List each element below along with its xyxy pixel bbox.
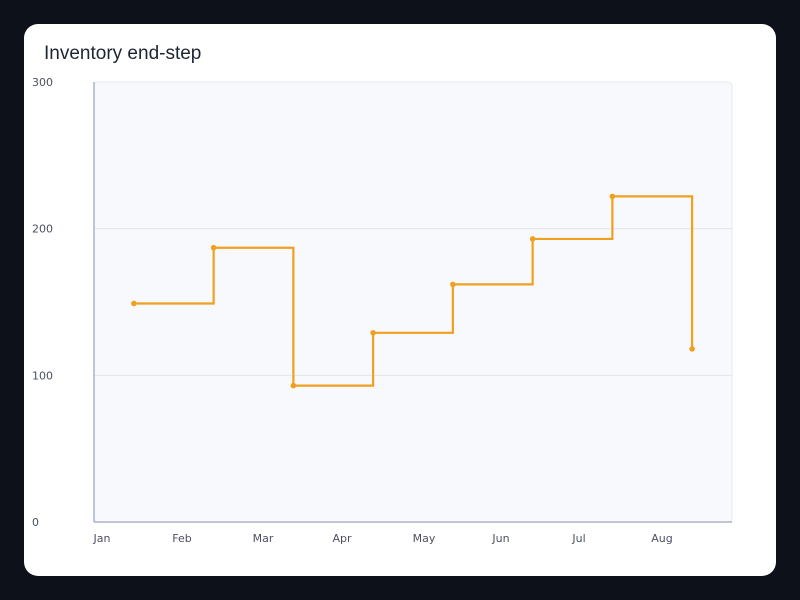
chart-title: Inventory end-step: [44, 43, 202, 64]
y-tick-labels: 0 100 200 300: [32, 76, 53, 529]
data-point: [290, 382, 297, 389]
x-tick-label: Jul: [571, 532, 585, 545]
data-point: [370, 330, 376, 336]
x-tick-label: Aug: [651, 532, 672, 545]
y-tick-label: 200: [32, 223, 53, 236]
step-chart: 0 100 200 300 Jan Feb Mar Apr May Jun Jul Aug: [32, 76, 733, 545]
y-tick-label: 100: [32, 369, 53, 382]
x-tick-label: Jan: [93, 532, 111, 545]
plot-area: [93, 81, 733, 523]
data-point: [131, 300, 137, 307]
axes: [93, 82, 732, 523]
data-point: [609, 193, 616, 200]
data-point: [210, 244, 217, 251]
gridlines: [94, 228, 732, 376]
series-step-line: [131, 193, 695, 389]
x-tick-label: Jun: [491, 532, 509, 545]
data-point: [450, 281, 456, 288]
y-tick-label: 300: [32, 76, 53, 89]
y-tick-label: 0: [32, 516, 39, 529]
x-tick-label: May: [413, 532, 436, 545]
data-point: [529, 236, 536, 242]
chart-card: Inventory end-step 0 100 200 300 Jan Feb Mar A…: [24, 24, 776, 576]
x-tick-labels: Jan Feb Mar Apr May Jun Jul Aug: [93, 532, 673, 545]
series-line: [133, 195, 694, 387]
data-point: [689, 346, 695, 352]
plot-background: [93, 81, 733, 523]
x-tick-label: Apr: [332, 532, 352, 545]
x-tick-label: Feb: [172, 532, 191, 545]
x-tick-label: Mar: [253, 532, 274, 545]
